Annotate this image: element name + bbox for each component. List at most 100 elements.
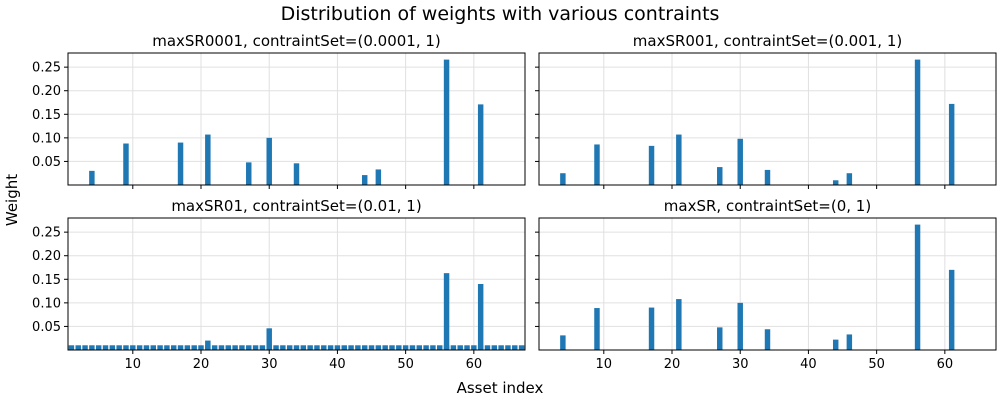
axes-frame <box>67 217 526 351</box>
bar <box>382 345 388 350</box>
subplot-2: maxSR001, contraintSet=(0.001, 1) <box>535 32 997 189</box>
bar <box>457 345 463 350</box>
bar <box>518 345 525 350</box>
bar <box>477 104 484 185</box>
bar <box>560 173 566 185</box>
bar <box>307 345 313 350</box>
bar <box>334 345 341 350</box>
bar <box>266 328 272 350</box>
y-tick-label: 0.05 <box>32 155 61 170</box>
x-tick-label: 30 <box>732 357 749 372</box>
bar <box>293 163 300 185</box>
bar <box>437 345 443 350</box>
figure-ylabel: Weight <box>3 174 21 226</box>
bar <box>355 345 361 350</box>
subplot-title: maxSR0001, contraintSet=(0.0001, 1) <box>152 32 441 50</box>
bar <box>676 299 682 350</box>
y-tick-label: 0.20 <box>32 84 61 99</box>
bar <box>164 345 170 350</box>
bar <box>402 345 409 350</box>
bar <box>123 345 129 350</box>
bar <box>286 345 293 350</box>
bar <box>266 137 272 185</box>
bar <box>846 334 853 350</box>
y-tick-label: 0.15 <box>32 108 61 123</box>
bar <box>218 345 225 350</box>
bar <box>170 345 177 350</box>
bar <box>116 345 122 350</box>
bar <box>327 345 334 350</box>
bar <box>846 173 853 185</box>
subplot-title: maxSR001, contraintSet=(0.001, 1) <box>633 32 902 50</box>
x-tick-label: 20 <box>193 357 210 372</box>
bar <box>300 345 307 350</box>
bar <box>471 345 477 350</box>
bar <box>321 345 327 350</box>
bar <box>157 345 163 350</box>
bar <box>109 345 116 350</box>
bar <box>948 103 955 185</box>
x-tick-label: 50 <box>397 357 414 372</box>
bar <box>239 345 245 350</box>
bar <box>375 169 382 185</box>
x-tick-label: 20 <box>664 357 681 372</box>
bar <box>430 345 436 350</box>
bar <box>416 345 423 350</box>
x-tick-label: 30 <box>261 357 278 372</box>
bar <box>75 345 81 350</box>
bar <box>914 59 921 185</box>
figure-title: Distribution of weights with various con… <box>281 3 720 25</box>
subplot-title: maxSR, contraintSet=(0, 1) <box>664 197 871 215</box>
bar <box>293 345 300 350</box>
bar <box>764 169 771 185</box>
bar <box>259 345 266 350</box>
figure-xlabel: Asset index <box>457 379 544 397</box>
bar <box>246 345 252 350</box>
bar <box>82 345 88 350</box>
axes-frame <box>538 217 997 351</box>
bar <box>737 302 743 350</box>
bar <box>191 345 197 350</box>
bar <box>177 345 184 350</box>
bar <box>314 345 320 350</box>
y-tick-label: 0.10 <box>32 296 61 311</box>
bar <box>594 308 600 350</box>
bar <box>211 345 218 350</box>
bar <box>676 134 682 185</box>
bar <box>594 144 600 185</box>
bar <box>764 329 771 350</box>
bar <box>280 345 286 350</box>
subplots: maxSR0001, contraintSet=(0.0001, 1) 0.05 0… <box>32 32 997 372</box>
bar <box>205 340 211 350</box>
subplot-title: maxSR01, contraintSet=(0.01, 1) <box>171 197 421 215</box>
bar <box>89 170 95 185</box>
y-tick-label: 0.05 <box>32 320 61 335</box>
x-tick-label: 50 <box>868 357 885 372</box>
bar <box>273 345 279 350</box>
bar <box>68 345 75 350</box>
bar <box>498 345 504 350</box>
bar <box>832 180 839 185</box>
bar <box>396 345 402 350</box>
bar <box>123 143 129 185</box>
bar <box>341 345 347 350</box>
bar <box>368 345 375 350</box>
bar <box>232 345 238 350</box>
axes-frame <box>538 52 997 186</box>
bar <box>389 345 395 350</box>
bar <box>423 345 429 350</box>
subplot-1: maxSR0001, contraintSet=(0.0001, 1) 0.05 0… <box>32 32 526 189</box>
bar <box>150 345 156 350</box>
x-tick-label: 40 <box>800 357 817 372</box>
bar <box>136 345 143 350</box>
x-tick-label: 60 <box>466 357 483 372</box>
bar <box>560 335 566 350</box>
bar <box>450 345 457 350</box>
bar <box>198 345 204 350</box>
x-tick-label: 10 <box>125 357 142 372</box>
bar <box>832 339 839 350</box>
bar <box>505 345 511 350</box>
bar <box>648 307 655 350</box>
bar <box>409 345 416 350</box>
bar <box>948 269 955 350</box>
